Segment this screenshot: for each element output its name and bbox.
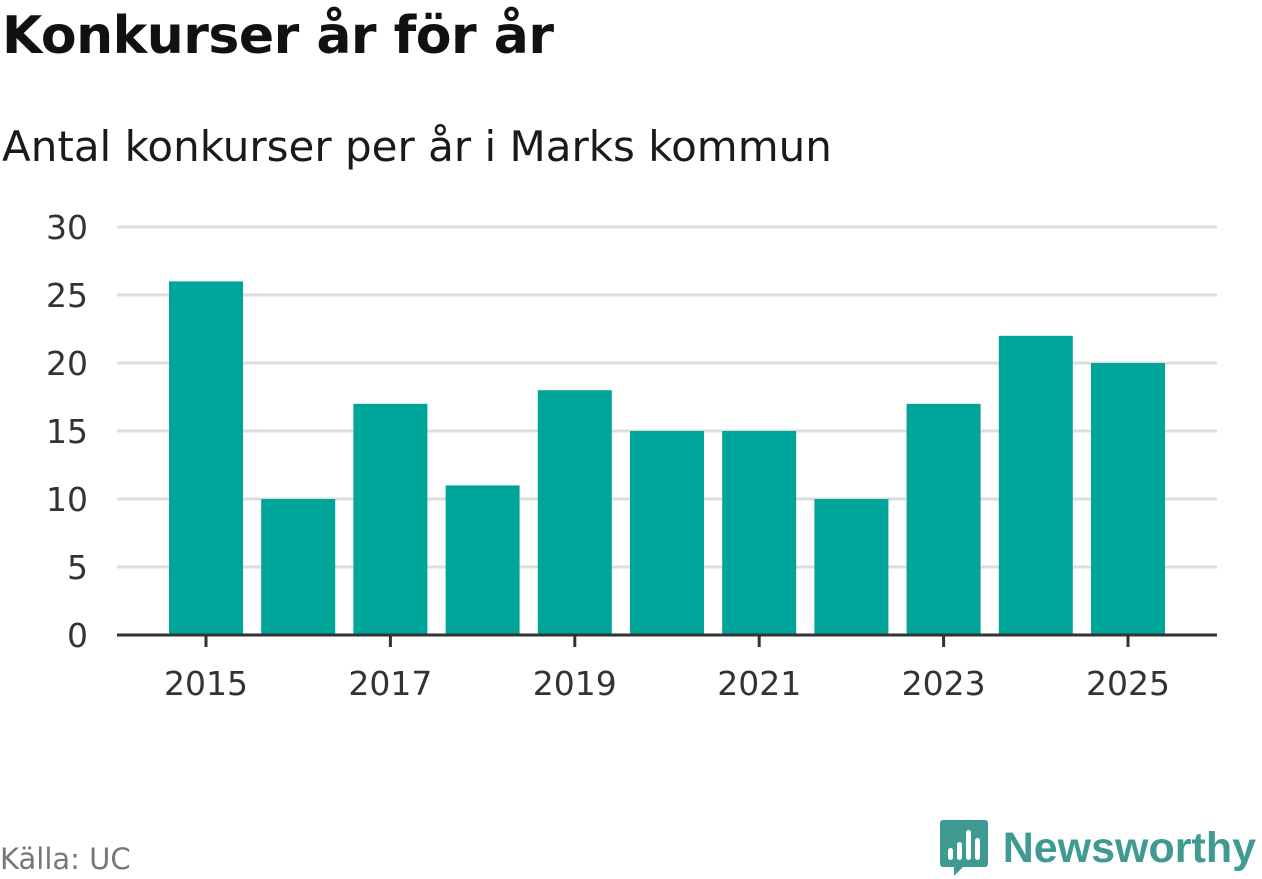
- bar-2015: [169, 281, 243, 635]
- bar-2016: [261, 499, 336, 635]
- bar-2025: [1091, 363, 1165, 635]
- chart-subtitle: Antal konkurser per år i Marks kommun: [2, 122, 832, 171]
- bar-2023: [906, 403, 981, 635]
- x-tick-label: 2025: [1086, 664, 1170, 703]
- bar-2017: [353, 403, 428, 635]
- bar-2020: [630, 431, 704, 635]
- bar-2019: [537, 390, 612, 635]
- y-tick-label: 30: [46, 208, 88, 247]
- y-tick-label: 15: [46, 412, 88, 451]
- source-note: Källa: UC: [0, 842, 131, 876]
- bar-2024: [998, 335, 1073, 635]
- x-tick-label: 2019: [533, 664, 617, 703]
- x-tick-label: 2017: [348, 664, 432, 703]
- bar-2022: [814, 499, 889, 635]
- x-tick-label: 2015: [164, 664, 248, 703]
- y-tick-label: 5: [67, 548, 88, 587]
- brand-name: Newsworthy: [1002, 823, 1256, 872]
- x-tick-label: 2021: [717, 664, 801, 703]
- bar-2018: [445, 485, 520, 635]
- x-tick-label: 2023: [902, 664, 986, 703]
- bar-2021: [722, 431, 797, 635]
- bars: [169, 281, 1165, 635]
- chart-title: Konkurser år för år: [2, 6, 554, 66]
- y-tick-label: 25: [46, 276, 88, 315]
- y-tick-label: 10: [46, 480, 88, 519]
- y-tick-label: 0: [67, 616, 88, 655]
- y-tick-label: 20: [46, 344, 88, 383]
- brand-logo[interactable]: Newsworthy: [939, 818, 1256, 878]
- bar-chart-speech-bubble-icon: [939, 820, 988, 876]
